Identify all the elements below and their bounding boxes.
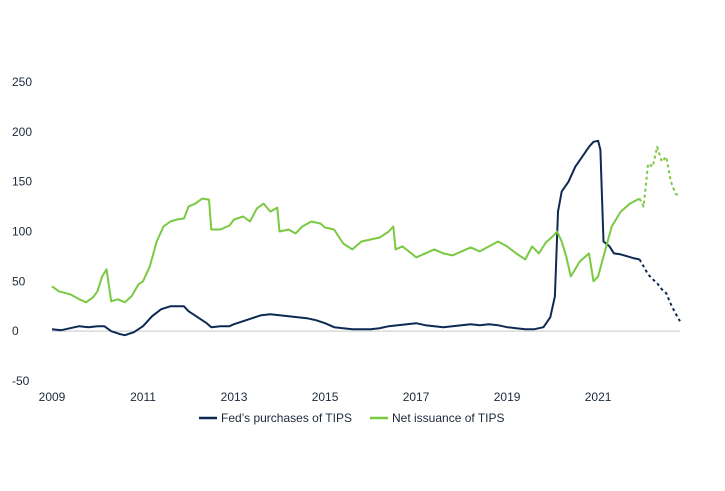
x-tick-label: 2013 xyxy=(221,390,248,404)
series-layer xyxy=(51,139,681,337)
x-tick-label: 2017 xyxy=(403,390,430,404)
y-tick-label: 150 xyxy=(12,175,32,189)
legend-fed-purchases-label: Fed’s purchases of TIPS xyxy=(221,411,352,425)
x-tick-label: 2011 xyxy=(130,390,156,404)
y-axis-ticks: -50 0 50 100 150 200 250 xyxy=(12,75,32,388)
y-tick-label: 50 xyxy=(12,274,26,288)
fed-purchases-line xyxy=(51,139,640,337)
x-tick-label: 2015 xyxy=(312,390,339,404)
x-tick-label: 2021 xyxy=(585,390,612,404)
y-tick-label: 100 xyxy=(12,225,32,239)
y-tick-label: 250 xyxy=(12,75,32,89)
x-tick-label: 2009 xyxy=(39,390,66,404)
x-tick-label: 2019 xyxy=(494,390,521,404)
legend-net-issuance-label: Net issuance of TIPS xyxy=(392,411,505,425)
net-issuance-line xyxy=(51,197,640,304)
y-tick-label: 200 xyxy=(12,125,32,139)
legend-net-issuance: Net issuance of TIPS xyxy=(370,411,505,425)
x-axis-ticks: 2009 2011 2013 2015 2017 2019 2021 xyxy=(39,390,612,404)
legend-fed-purchases: Fed’s purchases of TIPS xyxy=(199,411,352,425)
y-tick-label: -50 xyxy=(12,374,30,388)
legend: Fed’s purchases of TIPS Net issuance of T… xyxy=(199,411,505,425)
net-issuance-projection-line xyxy=(638,145,681,208)
y-tick-label: 0 xyxy=(12,324,19,338)
fed-purchases-projection-line xyxy=(638,258,681,322)
